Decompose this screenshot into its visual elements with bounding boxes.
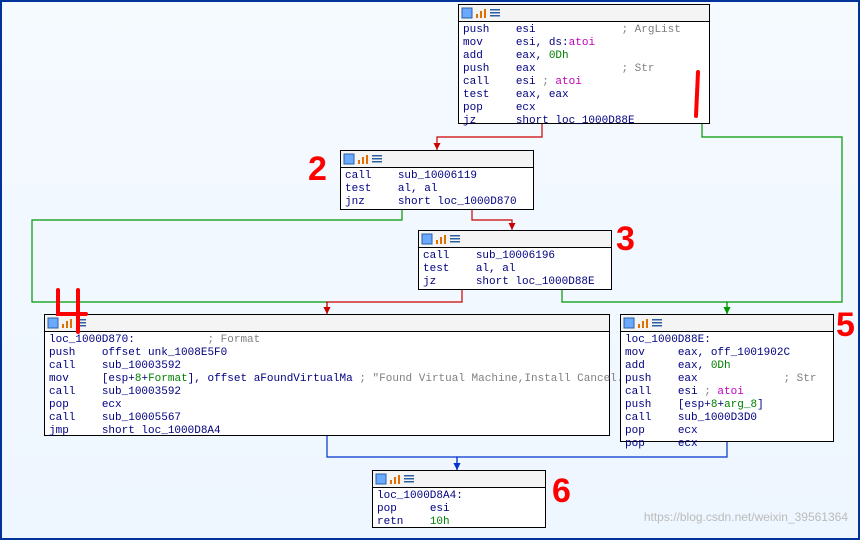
chart-icon — [61, 317, 73, 329]
annot-5: 5 — [836, 306, 855, 345]
chart-icon — [357, 153, 369, 165]
block-icon — [623, 317, 635, 329]
block-titlebar — [373, 471, 545, 488]
block-5[interactable]: loc_1000D88E: mov eax, off_1001902C add … — [620, 314, 834, 442]
chart-icon — [475, 7, 487, 19]
block-titlebar — [341, 151, 533, 168]
block-icon — [461, 7, 473, 19]
annot-6: 6 — [552, 472, 571, 511]
block-body: call sub_10006119 test al, al jnz short … — [341, 168, 533, 211]
list-icon — [371, 153, 383, 165]
block-body: loc_1000D88E: mov eax, off_1001902C add … — [621, 332, 833, 453]
block-icon — [421, 233, 433, 245]
block-body: loc_1000D8A4: pop esi retn 10h — [373, 488, 545, 531]
list-icon — [403, 473, 415, 485]
edge-n4-n6 — [327, 436, 457, 470]
block-titlebar — [45, 315, 609, 332]
edge-n3-n5 — [562, 290, 727, 314]
block-3[interactable]: call sub_10006196 test al, al jz short l… — [418, 230, 612, 290]
chart-icon — [637, 317, 649, 329]
block-icon — [47, 317, 59, 329]
block-body: push esi ; ArgList mov esi, ds:atoi add … — [459, 22, 709, 130]
edge-n2-n4 — [32, 210, 402, 314]
list-icon — [489, 7, 501, 19]
block-body: call sub_10006196 test al, al jz short l… — [419, 248, 611, 291]
edge-n3-n4 — [327, 290, 462, 314]
list-icon — [651, 317, 663, 329]
block-titlebar — [621, 315, 833, 332]
block-2[interactable]: call sub_10006119 test al, al jnz short … — [340, 150, 534, 210]
block-titlebar — [419, 231, 611, 248]
block-titlebar — [459, 5, 709, 22]
block-icon — [375, 473, 387, 485]
edge-n1-n5 — [702, 124, 842, 314]
block-1[interactable]: push esi ; ArgList mov esi, ds:atoi add … — [458, 4, 710, 124]
annot-3: 3 — [616, 220, 635, 259]
list-icon — [449, 233, 461, 245]
watermark: https://blog.csdn.net/weixin_39561364 — [644, 510, 848, 524]
annot-2: 2 — [308, 150, 327, 189]
chart-icon — [435, 233, 447, 245]
block-6[interactable]: loc_1000D8A4: pop esi retn 10h — [372, 470, 546, 528]
edge-n2-n3 — [472, 210, 512, 230]
block-4[interactable]: loc_1000D870: ; Format push offset unk_1… — [44, 314, 610, 436]
block-icon — [343, 153, 355, 165]
chart-icon — [389, 473, 401, 485]
block-body: loc_1000D870: ; Format push offset unk_1… — [45, 332, 609, 440]
list-icon — [75, 317, 87, 329]
